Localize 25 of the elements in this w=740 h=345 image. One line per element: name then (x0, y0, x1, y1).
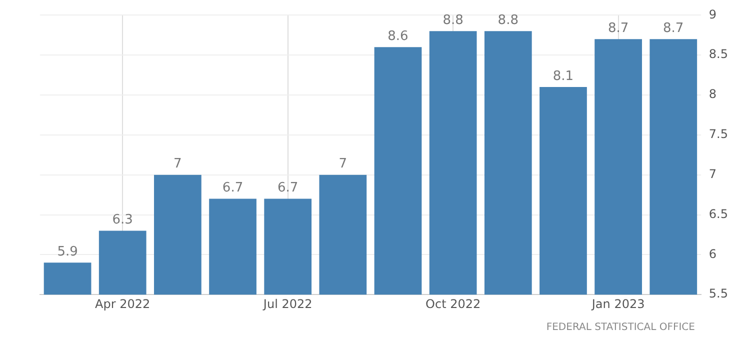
y-tick-label: 7 (708, 166, 717, 181)
data-label: 8.6 (388, 29, 408, 44)
y-tick-label: 6 (708, 246, 717, 261)
data-label: 6.3 (112, 212, 133, 228)
x-tick-label: Apr 2022 (95, 296, 150, 311)
y-tick-label: 6.5 (708, 206, 728, 221)
data-label: 7 (338, 156, 348, 172)
data-label: 8.1 (552, 68, 574, 84)
data-label: 6.7 (222, 180, 244, 196)
y-tick-label: 5.5 (708, 286, 728, 301)
y-tick-label: 7.5 (708, 127, 728, 142)
text: FEDERAL STATISTICAL OFFICE (546, 322, 695, 333)
data-label: 8.8 (442, 13, 464, 28)
data-label: 5.9 (57, 244, 78, 260)
data-label: 6.7 (278, 180, 298, 196)
y-tick-label: 8 (708, 87, 717, 102)
x-tick-label: Jan 2023 (590, 296, 645, 311)
y-tick-label: 8.5 (708, 47, 728, 62)
x-tick-label: Oct 2022 (426, 296, 481, 311)
x-tick-label: Jul 2022 (262, 296, 312, 311)
data-label: 8.8 (498, 13, 518, 28)
data-label: 8.7 (608, 21, 629, 36)
y-tick-label: 9 (708, 7, 717, 22)
data-label: 8.7 (663, 21, 684, 36)
data-label: 7 (174, 156, 182, 172)
